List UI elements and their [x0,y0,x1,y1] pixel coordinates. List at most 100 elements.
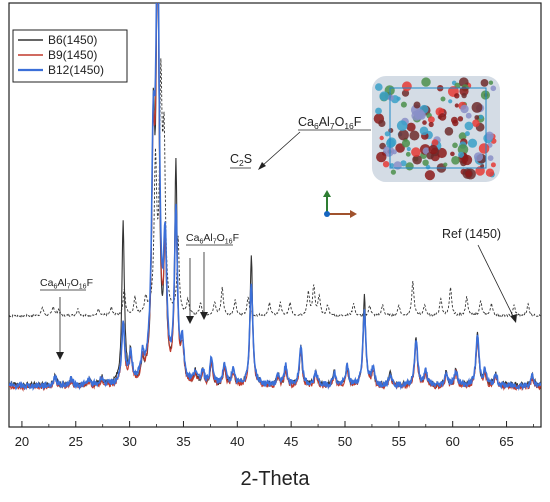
inset-atom [428,116,435,123]
legend-label: B9(1450) [48,48,97,62]
axis-icon-right-head [350,210,357,218]
inset-atom [402,81,412,92]
inset-atom [480,79,489,87]
annotation-ref-arrowhead [510,314,517,323]
inset-atom [454,103,459,108]
inset-atom [375,107,382,115]
axis-icon-origin [324,211,330,217]
x-tick-label: 25 [69,434,83,449]
crystal-structure-inset [372,76,500,182]
inset-atom [431,139,439,147]
inset-atom [375,83,383,91]
inset-atom [444,127,454,136]
inset-atom [488,80,494,85]
inset-atom [417,111,426,120]
inset-atom [405,162,414,171]
legend-label: B6(1450) [48,33,97,47]
inset-atom [391,149,397,155]
inset-atom [405,151,411,157]
inset-atom [457,116,464,122]
inset-atom [379,135,384,141]
inset-atom [458,132,467,141]
series-line-ref-1450- [9,58,541,318]
annotation-ca6-top-arrow [261,131,301,167]
inset-atom [395,143,405,153]
inset-atom [421,77,431,87]
legend-label: B12(1450) [48,63,104,77]
annotation-ref-arrow [477,244,515,319]
annotation-ca6al7o16f-left: Ca6Al7O16F [40,277,93,360]
inset-atom [458,151,465,158]
inset-atom [478,143,490,154]
inset-atom [440,96,446,102]
inset-atom [479,114,484,120]
inset-atom [413,101,421,109]
annotation-c2s-text: C2S [230,152,252,168]
series-layer [9,3,541,392]
annotation-ca6-mid-arrowhead2 [200,312,208,320]
x-tick-label: 50 [338,434,352,449]
annotation-ca6al7o16f-mid: Ca6Al7O16F [186,232,239,324]
inset-atom [452,142,458,149]
inset-atom [389,163,395,168]
axis-icon-up-head [323,190,331,197]
series-line-b12-1450- [9,3,541,391]
legend-items: B6(1450)B9(1450)B12(1450) [18,33,104,77]
inset-atom [448,99,453,104]
inset-atom [379,91,390,101]
inset-atom [459,86,469,96]
inset-atom [443,162,448,167]
annotation-ca6-top-text: Ca6Al7O16F [298,115,362,131]
inset-atom [465,112,472,119]
inset-atom [382,161,390,168]
inset-atom [428,121,434,128]
legend-box [12,29,128,83]
inset-atom [485,168,495,177]
annotation-ref: Ref (1450) [442,227,517,323]
x-tick-label: 55 [392,434,406,449]
inset-atom [480,90,490,100]
inset-atom [454,93,460,99]
axes-orientation-icon [323,190,357,218]
inset-atom [390,169,396,175]
x-axis-title: 2-Theta [241,468,311,490]
annotation-c2s: C2S [230,152,252,169]
inset-atom [438,113,447,121]
x-tick-label: 45 [284,434,298,449]
inset-atom [464,131,470,137]
inset-atom [474,115,480,120]
inset-atom [461,92,467,99]
annotation-ca6al7o16f-top: Ca6Al7O16F [258,115,371,170]
inset-atom [428,144,438,155]
inset-atom [419,126,429,136]
x-tick-label: 60 [445,434,459,449]
inset-atom [386,138,396,148]
inset-atom [409,130,420,141]
annotation-ca6-top-arrowhead [258,162,266,170]
inset-atom [422,120,427,125]
inset-atom [465,170,472,178]
x-tick-label: 30 [122,434,136,449]
inset-atom [451,156,460,165]
x-tick-label: 40 [230,434,244,449]
inset-atom [384,131,390,137]
legend: B6(1450)B9(1450)B12(1450) [12,29,128,83]
inset-atom [436,147,447,159]
inset-atom [401,139,411,148]
annotation-ca6-mid-text: Ca6Al7O16F [186,232,239,246]
inset-unit-cell [389,87,487,169]
inset-atom [452,119,459,127]
inset-atom [383,145,395,157]
inset-atom [406,146,411,152]
inset-atom [412,154,422,165]
inset-atom [485,131,494,141]
inset-atom [378,119,386,127]
inset-atom [387,94,394,101]
inset-atom [461,154,473,166]
inset-atom [411,147,421,157]
inset-atom [424,170,435,181]
inset-atom [480,164,485,168]
inset-atom [406,122,416,132]
